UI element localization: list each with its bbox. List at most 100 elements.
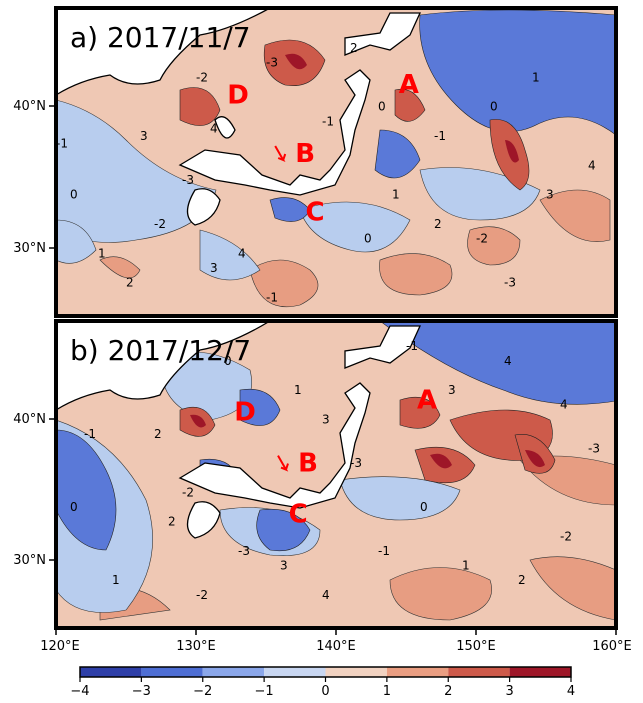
contour-value-label: -3	[504, 276, 516, 290]
colorbar-tick-label: 2	[444, 684, 452, 699]
region-marker-a: A	[417, 386, 437, 416]
contour-value-label: -2	[560, 529, 572, 543]
contour-value-label: -3	[182, 173, 194, 187]
panel-a-strong-negative-patches	[269, 9, 616, 222]
contour-value-label: 1	[98, 246, 106, 260]
panel-a-land	[56, 8, 422, 226]
region-marker-a: A	[399, 70, 419, 100]
contour-value-label: 1	[112, 573, 120, 587]
panel-a-positive-anomaly-patches	[99, 189, 611, 308]
contour-value-label: 3	[280, 559, 288, 573]
panel-a-markers: A BC D	[227, 70, 419, 228]
panel-b-contour-labels: -1 0 1 2 -2 -3 3 4 -1 0 1 2 -2 -3 3 4 -1 0 1 2 -2 -3 3 4	[70, 339, 600, 602]
contour-value-label: 2	[154, 427, 162, 441]
contour-value-label: 1	[462, 559, 470, 573]
colorbar-tick-label: −4	[70, 684, 89, 699]
contour-value-label: -1	[378, 544, 390, 558]
colorbar-segment	[386, 667, 449, 677]
contour-value-label: 3	[546, 188, 554, 202]
lat-tick-label-a-40: 40°N	[13, 99, 46, 114]
panel-a-extreme-positive-patches	[285, 53, 519, 163]
region-marker-d: D	[227, 80, 249, 110]
panel-b: A BC D -1 0 1 2 -2 -3 3 4 -1 0 1 2 -2 -3 3 4 -1 0 1 2 -2 -3 3 4	[56, 321, 616, 628]
contour-value-label: 3	[322, 412, 330, 426]
lon-tick-label-130: 130°E	[176, 639, 216, 654]
region-marker-c: C	[305, 198, 324, 228]
contour-value-label: -3	[266, 56, 278, 70]
lat-tick-label-b-30: 30°N	[13, 553, 46, 568]
colorbar-tick-label: 4	[567, 684, 575, 699]
panel-b-title: b) 2017/12/7	[70, 334, 251, 367]
contour-value-label: -3	[350, 456, 362, 470]
contour-value-label: 4	[504, 354, 512, 368]
lon-tick-label-150: 150°E	[456, 639, 496, 654]
contour-value-label: -2	[196, 70, 208, 84]
colorbar-tick-label: 1	[383, 684, 391, 699]
contour-value-label: -1	[322, 114, 334, 128]
contour-value-label: 4	[560, 398, 568, 412]
latitude-axis-ticks	[49, 105, 56, 561]
contour-value-label: 2	[126, 276, 134, 290]
contour-value-label: 0	[224, 354, 232, 368]
contour-value-label: 2	[168, 515, 176, 529]
colorbar-segment	[325, 667, 387, 677]
contour-value-label: 4	[322, 588, 330, 602]
latitude-axis-labels: 40°N 30°N 40°N 30°N	[13, 99, 46, 568]
colorbar-tick-label: −1	[255, 684, 274, 699]
colorbar-segment	[80, 667, 142, 677]
contour-value-label: -1	[84, 427, 96, 441]
colorbar-tick-label: −2	[193, 684, 212, 699]
contour-value-label: 0	[420, 500, 428, 514]
contour-value-label: -2	[196, 588, 208, 602]
region-marker-b: B	[295, 139, 315, 169]
contour-value-label: 0	[378, 100, 386, 114]
colorbar-tick-label: −3	[132, 684, 151, 699]
lat-tick-label-a-30: 30°N	[13, 241, 46, 256]
contour-value-label: 3	[210, 261, 218, 275]
contour-value-label: 3	[140, 129, 148, 143]
contour-value-label: 4	[588, 158, 596, 172]
panel-b-strong-negative-patches	[56, 321, 616, 552]
contour-value-label: -3	[238, 544, 250, 558]
contour-value-label: -2	[154, 217, 166, 231]
contour-value-label: -1	[56, 136, 68, 150]
colorbar-segment	[509, 667, 571, 677]
colorbar-tick-label: 0	[321, 684, 329, 699]
colorbar-segment	[202, 667, 265, 677]
contour-value-label: 0	[490, 100, 498, 114]
contour-value-label: 2	[350, 41, 358, 55]
longitude-axis-labels: 120°E 130°E 140°E 150°E 160°E	[40, 639, 632, 654]
contour-value-label: 0	[70, 188, 78, 202]
panel-a-strong-positive-patches	[179, 39, 530, 191]
contour-value-label: 3	[448, 383, 456, 397]
contour-value-label: 1	[392, 188, 400, 202]
contour-value-label: 0	[364, 232, 372, 246]
colorbar	[79, 666, 572, 682]
region-b-arrow-icon	[274, 145, 287, 162]
colorbar-tick-label: 3	[505, 684, 513, 699]
contour-value-label: 2	[518, 573, 526, 587]
lat-tick-label-b-40: 40°N	[13, 412, 46, 427]
contour-value-label: 4	[210, 122, 218, 136]
panel-b-land	[56, 321, 422, 539]
contour-value-label: 1	[294, 383, 302, 397]
colorbar-segment	[264, 667, 326, 677]
panel-b-extreme-positive-patches	[190, 414, 545, 469]
colorbar-tick-labels: −4 −3 −2 −1 0 1 2 3 4	[70, 684, 575, 699]
colorbar-segment	[448, 667, 510, 677]
contour-value-label: 2	[434, 217, 442, 231]
lon-tick-label-160: 160°E	[592, 639, 632, 654]
contour-value-label: -3	[588, 442, 600, 456]
contour-value-label: 4	[238, 246, 246, 260]
region-marker-b: B	[298, 449, 318, 479]
contour-value-label: -1	[434, 129, 446, 143]
contour-value-label: 0	[70, 500, 78, 514]
panel-a-title: a) 2017/11/7	[70, 21, 251, 54]
contour-value-label: -2	[182, 485, 194, 499]
contour-value-label: -1	[266, 290, 278, 304]
contour-value-label: -2	[476, 232, 488, 246]
region-b-arrow-icon	[277, 455, 289, 472]
colorbar-segment	[141, 667, 203, 677]
